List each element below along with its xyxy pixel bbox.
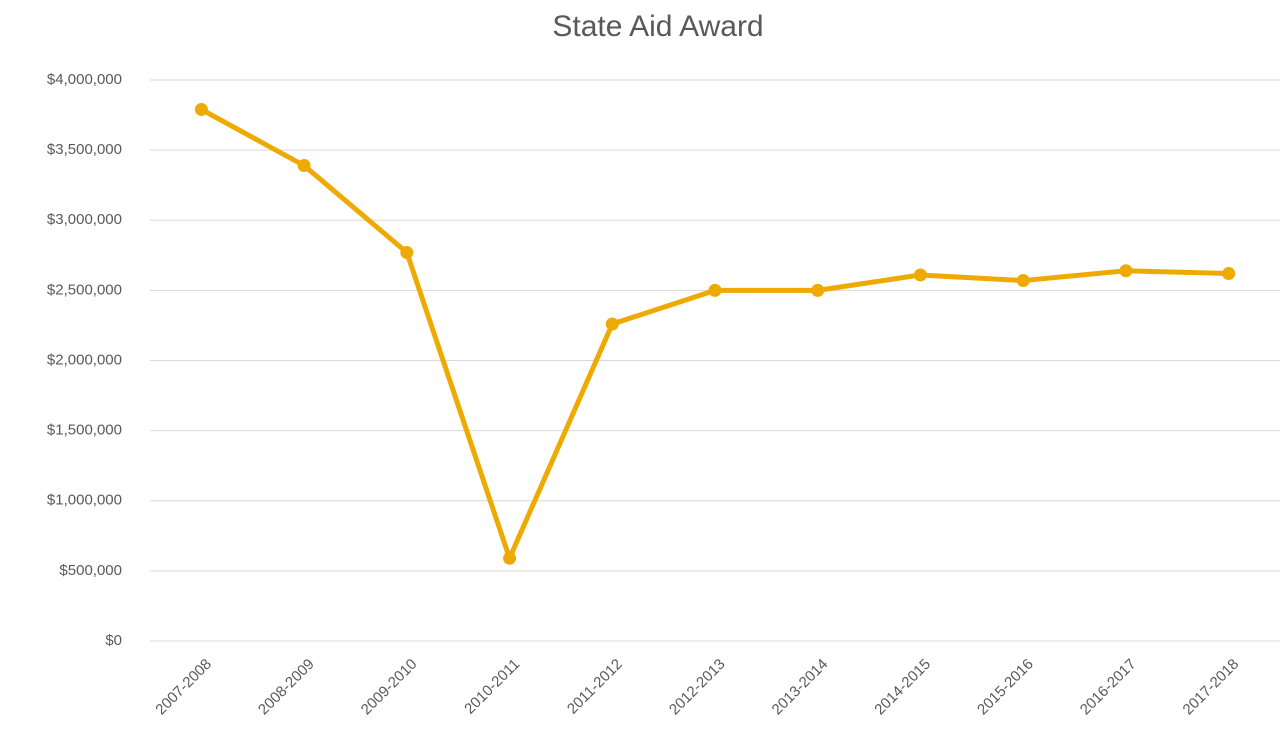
data-point [708,283,722,297]
data-point [1222,267,1236,281]
y-tick-label: $3,000,000 [47,211,122,228]
y-tick-label: $1,000,000 [47,492,122,509]
y-tick-label: $3,500,000 [47,141,122,158]
y-tick-label: $1,500,000 [47,422,122,439]
x-tick-label: 2017-2018 [1180,656,1243,719]
y-tick-label: $2,000,000 [47,351,122,368]
data-point [811,283,825,297]
data-point [1119,264,1133,278]
y-tick-label: $0 [105,632,122,649]
data-point [297,159,311,173]
x-tick-label: 2008-2009 [255,656,318,719]
data-point [1016,274,1030,288]
x-tick-label: 2007-2008 [152,656,215,719]
data-point [503,551,517,565]
y-tick-label: $2,500,000 [47,281,122,298]
y-tick-label: $500,000 [59,562,122,579]
data-point [913,268,927,282]
y-tick-label: $4,000,000 [47,71,122,88]
x-tick-label: 2010-2011 [461,656,523,718]
x-tick-label: 2016-2017 [1077,656,1140,719]
line-series [200,107,1229,561]
x-tick-label: 2011-2012 [564,656,626,718]
x-tick-label: 2013-2014 [769,656,832,719]
x-tick-label: 2012-2013 [666,656,729,719]
x-tick-label: 2015-2016 [974,656,1037,719]
data-point [400,246,414,260]
x-tick-label: 2014-2015 [871,656,934,719]
chart-title: State Aid Award [552,10,763,43]
x-tick-label: 2009-2010 [358,656,421,719]
data-point [605,317,619,331]
data-point [194,102,208,116]
